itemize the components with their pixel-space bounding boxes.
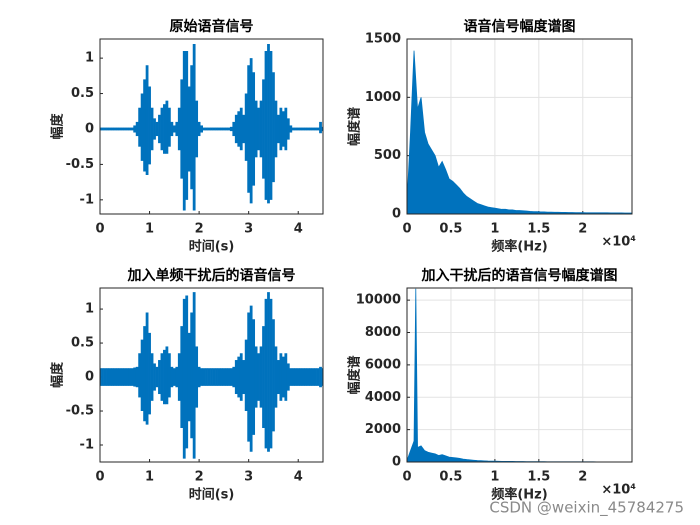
y-tick-label: 2000 — [365, 422, 401, 437]
y-axis-label: 幅度 — [50, 361, 66, 388]
x-tick-label: 0.5 — [439, 470, 462, 485]
chart-title: 加入干扰后的语音信号幅度谱图 — [421, 267, 618, 284]
x-tick-label: 1 — [145, 222, 154, 237]
axes-box — [99, 287, 324, 463]
y-tick-label: 8000 — [365, 325, 401, 340]
spectrum-area — [407, 50, 632, 214]
y-tick-label: 10000 — [356, 293, 401, 308]
x-tick-label: 0 — [95, 470, 104, 485]
y-tick-label: 0 — [392, 207, 401, 222]
x-tick-label: 1.5 — [527, 222, 550, 237]
x-tick-label: 1 — [490, 470, 499, 485]
x-tick-label: 2 — [578, 470, 587, 485]
x-tick-label: 1 — [490, 222, 499, 237]
y-tick-label: -1 — [80, 192, 94, 207]
y-tick-label: 500 — [374, 148, 401, 163]
y-tick-label: 4000 — [365, 390, 401, 405]
y-tick-label: 1000 — [365, 90, 401, 105]
chart-title: 原始语音信号 — [170, 18, 254, 35]
y-tick-label: 1 — [85, 51, 94, 66]
y-axis-label: 幅度谱 — [347, 355, 363, 394]
x-axis-label: 时间(s) — [189, 239, 235, 255]
y-tick-label: 0 — [85, 370, 94, 385]
chart-title: 语音信号幅度谱图 — [464, 18, 576, 35]
y-tick-label: -1 — [80, 438, 94, 453]
x-tick-label: 3 — [244, 470, 253, 485]
plot-area — [407, 50, 632, 214]
x-tick-label: 2 — [195, 470, 204, 485]
y-axis-label: 幅度 — [50, 113, 66, 140]
plot-area — [100, 43, 323, 211]
y-axis-label: 幅度谱 — [347, 107, 363, 146]
x-axis-label: 频率(Hz) — [491, 239, 547, 255]
x-exponent-label: ×10⁴ — [601, 483, 636, 498]
x-tick-label: 2 — [195, 222, 204, 237]
y-tick-label: 0 — [392, 455, 401, 470]
x-tick-label: 0 — [95, 222, 104, 237]
x-tick-label: 3 — [244, 222, 253, 237]
axes-background — [407, 288, 632, 462]
y-tick-label: -0.5 — [66, 157, 94, 172]
chart-title: 加入单频干扰后的语音信号 — [127, 267, 296, 284]
x-tick-label: 0 — [402, 470, 411, 485]
x-tick-label: 2 — [578, 222, 587, 237]
y-tick-label: 0 — [85, 121, 94, 136]
x-tick-label: 4 — [294, 470, 303, 485]
axes-box — [406, 38, 633, 215]
x-tick-label: 0.5 — [439, 222, 462, 237]
x-tick-label: 1 — [145, 470, 154, 485]
x-exponent-label: ×10⁴ — [601, 235, 636, 250]
plot-area — [100, 292, 323, 459]
x-tick-label: 4 — [294, 222, 303, 237]
x-axis-label: 时间(s) — [189, 487, 235, 503]
y-tick-label: 6000 — [365, 357, 401, 372]
x-axis-label: 频率(Hz) — [491, 487, 547, 503]
y-tick-label: 0.5 — [71, 86, 94, 101]
axes-box — [99, 38, 324, 215]
watermark: CSDN @weixin_45784275 — [489, 499, 684, 518]
y-tick-label: 1500 — [365, 32, 401, 47]
y-tick-label: 1 — [85, 302, 94, 317]
x-tick-label: 0 — [402, 222, 411, 237]
y-tick-label: -0.5 — [66, 404, 94, 419]
axes-box — [406, 287, 633, 463]
x-tick-label: 1.5 — [527, 470, 550, 485]
y-tick-label: 0.5 — [71, 336, 94, 351]
